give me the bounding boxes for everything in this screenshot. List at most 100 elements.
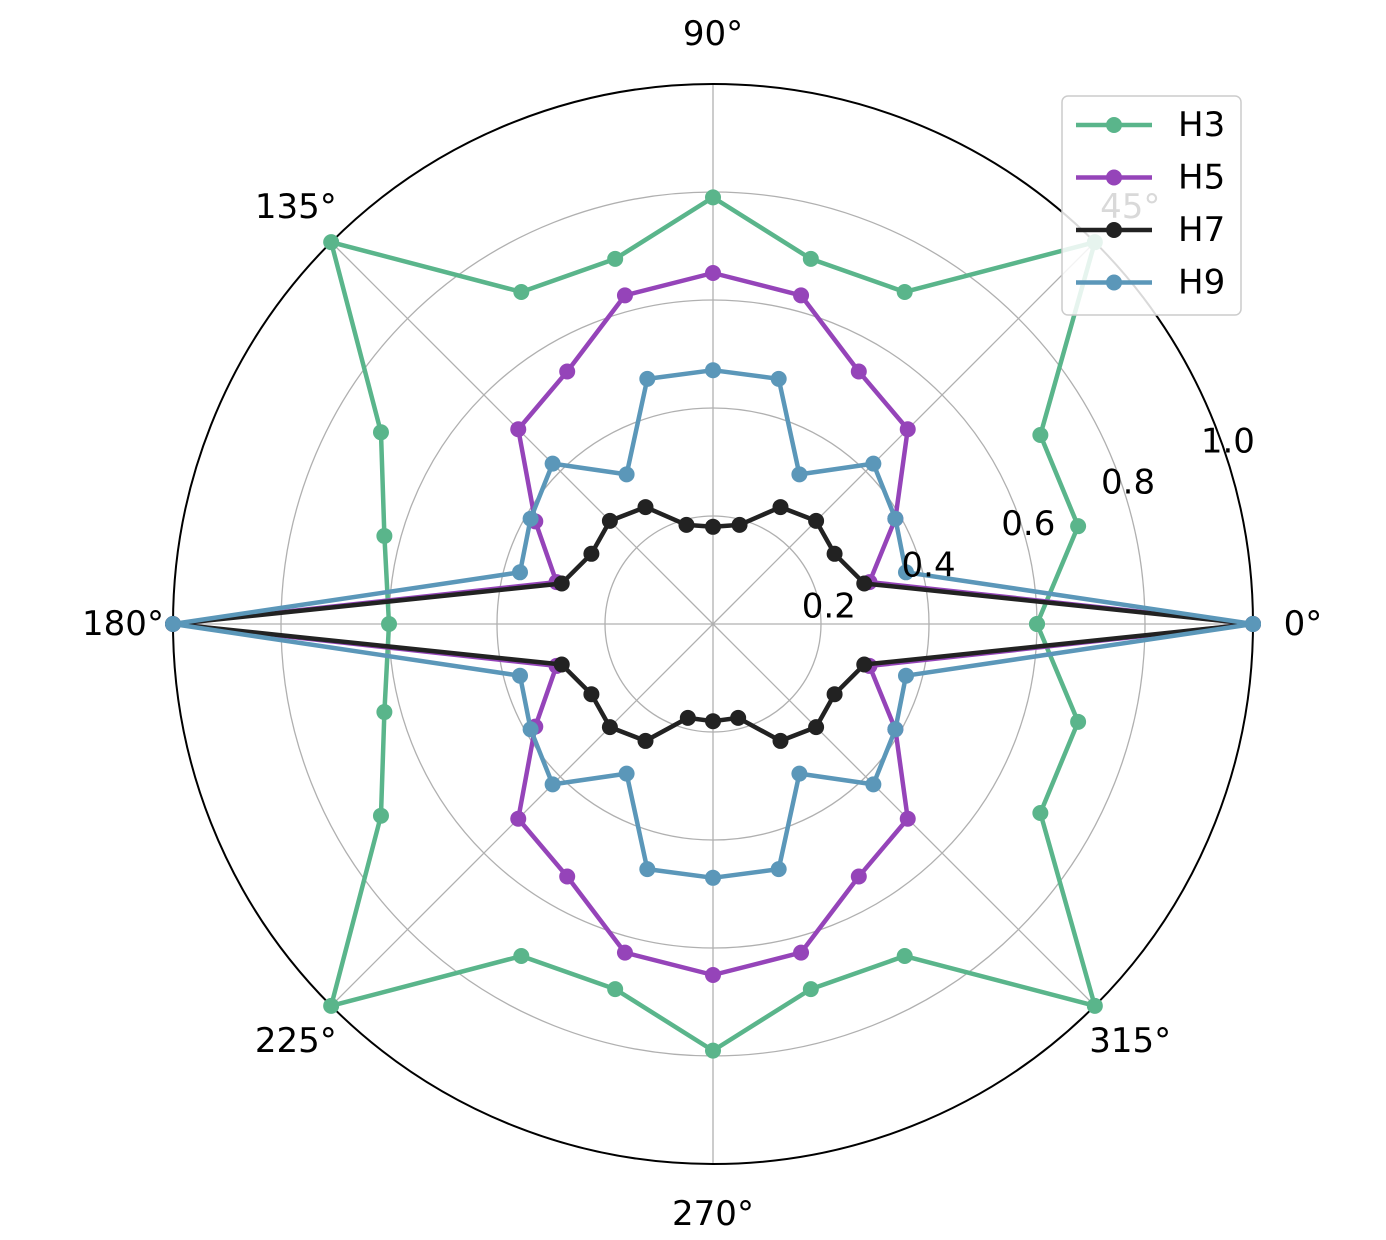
data-point <box>323 997 340 1014</box>
legend-item-H7: H7 <box>1076 210 1225 250</box>
data-point <box>381 616 397 632</box>
data-point <box>705 518 721 535</box>
data-point <box>616 287 633 304</box>
data-point <box>899 810 916 827</box>
data-point <box>639 861 656 878</box>
angle-tick-label: 315° <box>1089 1021 1171 1061</box>
data-point <box>510 421 527 438</box>
data-point <box>544 455 561 472</box>
data-point <box>1070 713 1087 730</box>
series-H9 <box>165 362 1261 886</box>
data-point <box>637 499 654 516</box>
data-point <box>559 363 576 380</box>
data-point <box>678 516 695 533</box>
data-point <box>607 981 624 998</box>
data-point <box>705 265 721 281</box>
legend-swatch-marker <box>1106 274 1122 291</box>
data-point <box>808 512 825 529</box>
legend-box <box>1061 95 1242 316</box>
data-point <box>372 807 389 824</box>
legend-swatch-marker <box>1106 222 1122 238</box>
data-point <box>372 424 389 441</box>
data-point <box>897 564 914 581</box>
angle-tick-label: 180° <box>82 604 164 644</box>
angle-tick-label: 135° <box>255 187 337 227</box>
data-point <box>865 455 882 472</box>
data-point <box>553 656 570 673</box>
data-point <box>601 719 618 736</box>
data-point <box>731 516 748 533</box>
legend-label: H5 <box>1178 158 1225 198</box>
data-point <box>856 575 873 592</box>
data-point <box>618 466 635 483</box>
data-point <box>1032 427 1049 443</box>
data-point <box>896 283 913 300</box>
data-point <box>583 545 600 562</box>
data-point <box>770 861 787 878</box>
legend-label: H7 <box>1178 210 1225 250</box>
data-point <box>376 527 393 544</box>
angle-tick-label: 270° <box>672 1194 754 1234</box>
data-point <box>559 868 576 885</box>
radial-tick-label: 0.4 <box>902 545 956 585</box>
data-point <box>1029 616 1045 632</box>
data-point <box>705 869 721 886</box>
legend-label: H9 <box>1178 263 1225 303</box>
radial-tick-label: 0.2 <box>802 587 856 627</box>
data-point <box>850 363 867 380</box>
data-point <box>793 287 810 304</box>
angle-tick-label: 225° <box>255 1021 337 1061</box>
data-point <box>512 667 529 684</box>
data-point <box>522 721 539 738</box>
data-point <box>802 981 819 998</box>
data-point <box>772 732 789 749</box>
data-point <box>323 234 340 251</box>
data-point <box>618 765 635 782</box>
data-point <box>705 713 721 730</box>
data-point <box>553 575 570 592</box>
data-point <box>887 721 904 738</box>
data-point <box>522 510 539 527</box>
data-point <box>639 370 656 387</box>
data-point <box>897 667 914 684</box>
data-point <box>791 466 808 483</box>
data-point <box>856 656 873 673</box>
data-point <box>826 686 843 703</box>
legend-label: H3 <box>1178 105 1225 145</box>
legend-item-H5: H5 <box>1076 158 1225 198</box>
data-point <box>1086 997 1103 1014</box>
data-point <box>583 686 600 703</box>
data-point <box>616 944 633 961</box>
data-point <box>865 776 882 793</box>
data-point <box>1245 616 1261 632</box>
legend-swatch-marker <box>1106 117 1122 133</box>
data-point <box>165 616 181 632</box>
data-point <box>887 510 904 527</box>
data-point <box>899 421 916 438</box>
legend-item-H9: H9 <box>1076 263 1225 303</box>
data-point <box>772 499 789 516</box>
data-point <box>705 189 721 206</box>
tick-labels: 0°45°90°135°180°225°270°315°0.20.40.60.8… <box>82 14 1322 1234</box>
data-point <box>850 868 867 885</box>
data-point <box>1070 518 1087 535</box>
data-point <box>808 719 825 736</box>
legend-entries: H3 H5 H7 H9 <box>1076 105 1225 303</box>
legend-item-H3: H3 <box>1076 105 1225 145</box>
data-point <box>637 732 654 749</box>
angle-tick-label: 90° <box>683 14 743 54</box>
legend: H3 H5 H7 H9 <box>1061 95 1242 316</box>
data-point <box>510 810 527 827</box>
radial-tick-label: 0.8 <box>1101 463 1155 503</box>
legend-swatch-marker <box>1106 169 1122 186</box>
data-point <box>607 250 624 267</box>
data-point <box>705 362 721 379</box>
data-point <box>770 370 787 387</box>
data-point <box>705 967 721 983</box>
data-point <box>1032 805 1049 821</box>
data-point <box>601 512 618 529</box>
data-point <box>826 545 843 562</box>
angle-tick-label: 0° <box>1284 604 1323 644</box>
data-point <box>802 250 819 267</box>
